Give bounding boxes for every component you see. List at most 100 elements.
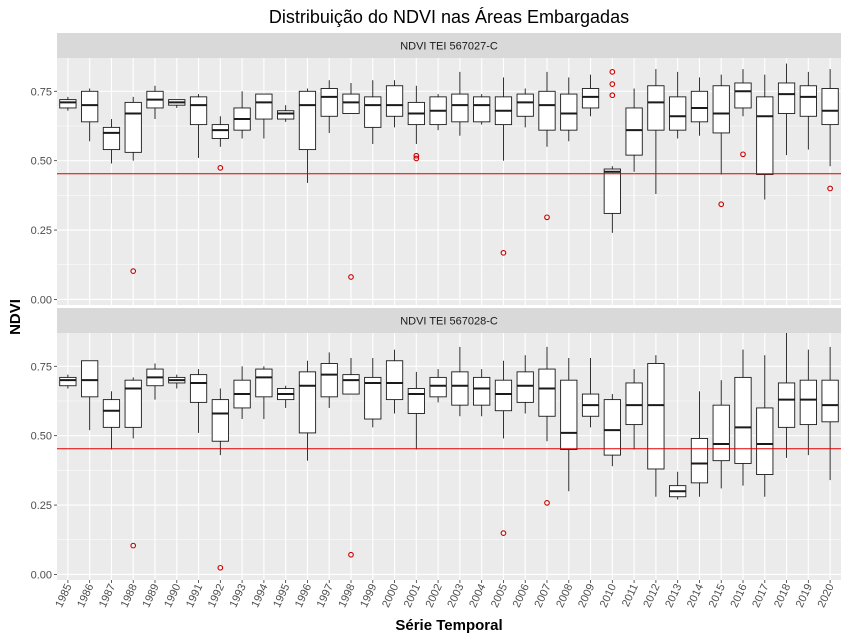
box-2017 [756, 355, 774, 497]
x-axis-ticks: 1985 1986 1987 1988 1989 1990 1991 1992 1993 1994… [53, 580, 837, 609]
box-2007 [538, 71, 556, 147]
facet-strip [57, 308, 841, 333]
x-tick-label: 1994 [249, 582, 270, 609]
box-2020 [821, 69, 839, 167]
box-iqr [734, 82, 752, 109]
y-tick-label: 0.25 [31, 225, 52, 237]
box-iqr [451, 371, 469, 406]
box-1997 [320, 352, 338, 408]
box-2006 [516, 355, 534, 414]
y-tick-label: 0.25 [31, 500, 52, 512]
box-iqr [277, 110, 295, 120]
box-iqr [255, 368, 273, 398]
box-1989 [146, 85, 164, 120]
box-1985 [59, 96, 77, 111]
box-2013 [669, 471, 687, 500]
x-tick-label: 2004 [467, 582, 488, 609]
x-tick-label: 2018 [772, 582, 793, 609]
box-1991 [189, 94, 208, 158]
x-tick-label: 1987 [97, 582, 118, 609]
box-1996 [298, 360, 317, 461]
box-iqr [320, 363, 338, 398]
box-iqr [799, 379, 817, 426]
box-2003 [451, 71, 469, 136]
box-iqr [516, 371, 534, 403]
box-2003 [451, 346, 469, 417]
box-1996 [298, 88, 317, 183]
box-1994 [255, 366, 273, 420]
box-2000 [385, 80, 404, 128]
outlier-point [130, 268, 137, 274]
y-tick-label: 0.00 [31, 294, 52, 306]
facet-strip-label: NDVI TEI 567028-C [400, 316, 498, 328]
box-1985 [59, 374, 77, 389]
x-tick-label: 2016 [728, 582, 749, 609]
box-2010 [603, 166, 621, 233]
y-tick-label: 0.00 [31, 569, 52, 581]
box-1991 [189, 369, 208, 433]
box-iqr [407, 388, 425, 414]
x-tick-label: 1993 [228, 582, 249, 609]
box-2005 [494, 360, 513, 439]
outlier-point [544, 214, 550, 221]
outlier-point [827, 185, 833, 192]
box-1993 [233, 91, 251, 139]
panel-background [57, 333, 841, 580]
outlier-point [609, 92, 616, 99]
outlier-point [348, 274, 354, 280]
box-iqr [734, 376, 752, 464]
box-2017 [756, 74, 774, 200]
outlier-point [348, 551, 354, 558]
x-tick-label: 2001 [402, 582, 423, 609]
box-iqr [451, 93, 469, 123]
box-1998 [342, 82, 360, 114]
x-tick-label: 2005 [489, 582, 510, 609]
box-2011 [625, 369, 643, 450]
panel-background [57, 58, 841, 305]
outlier-point [130, 542, 137, 549]
box-iqr [189, 374, 208, 403]
box-iqr [473, 376, 491, 406]
box-2001 [407, 371, 425, 450]
box-2013 [669, 71, 687, 139]
box-1988 [124, 96, 142, 161]
x-tick-label: 1991 [184, 582, 205, 609]
box-iqr [777, 82, 796, 114]
box-2015 [712, 380, 730, 489]
box-2010 [603, 394, 621, 467]
x-tick-label: 1990 [162, 582, 183, 609]
box-1995 [277, 385, 295, 408]
box-iqr [298, 90, 317, 151]
box-2009 [581, 357, 600, 428]
box-iqr [756, 407, 774, 475]
box-1990 [168, 99, 186, 108]
box-2015 [712, 74, 730, 175]
x-tick-label: 2020 [816, 582, 837, 609]
box-iqr [385, 85, 404, 117]
box-iqr [342, 374, 360, 395]
box-1987 [102, 391, 121, 450]
box-2016 [734, 69, 752, 117]
outlier-point [217, 564, 224, 571]
box-iqr [603, 399, 621, 456]
y-tick-label: 0.50 [31, 156, 52, 168]
box-1997 [320, 80, 338, 133]
box-iqr [298, 371, 317, 434]
x-tick-label: 1985 [53, 582, 74, 609]
x-tick-label: 1992 [206, 582, 227, 609]
facet-panel: NDVI TEI 567027-C 0.00 0.25 0.50 0.75 [31, 33, 841, 306]
box-iqr [189, 96, 208, 126]
box-iqr [320, 88, 338, 117]
box-iqr [538, 90, 556, 131]
box-2007 [538, 346, 556, 442]
box-iqr [821, 88, 839, 126]
box-1986 [81, 88, 99, 142]
box-iqr [712, 85, 730, 134]
box-1986 [81, 360, 99, 431]
outlier-point [413, 152, 420, 159]
box-iqr [429, 376, 447, 398]
y-tick-label: 0.75 [31, 86, 52, 98]
y-tick-label: 0.75 [31, 361, 52, 373]
outlier-point [740, 151, 746, 158]
box-iqr [364, 96, 382, 128]
